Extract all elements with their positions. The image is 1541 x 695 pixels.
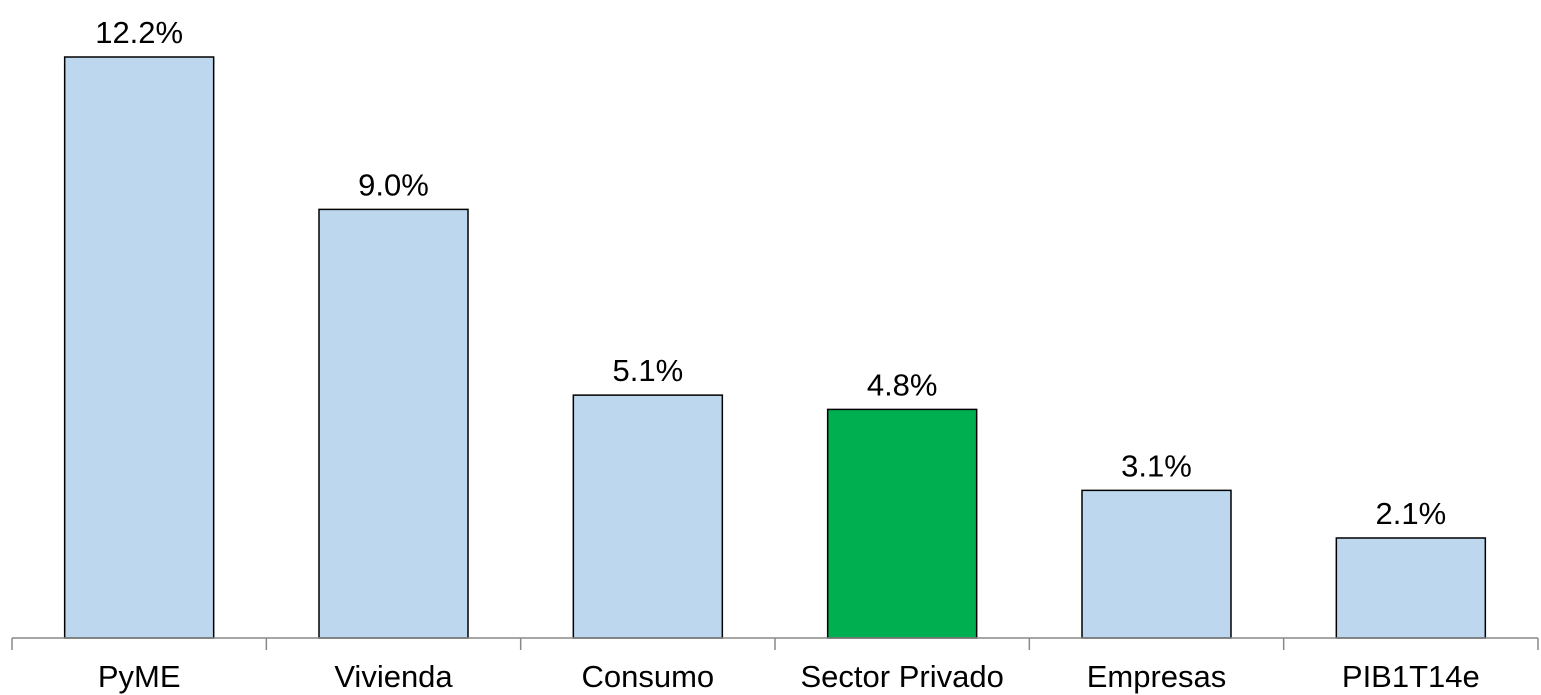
value-label: 12.2% [95, 15, 183, 50]
x-tick-label: Vivienda [334, 659, 453, 694]
bar [826, 408, 978, 639]
bar [1081, 489, 1232, 639]
x-tick-label: Consumo [581, 659, 714, 694]
x-tick-label: Empresas [1087, 659, 1227, 694]
value-label: 9.0% [358, 167, 429, 202]
value-label: 4.8% [867, 367, 938, 402]
value-label: 5.1% [612, 353, 683, 388]
bar [572, 394, 724, 639]
bar [1335, 537, 1487, 639]
value-label: 2.1% [1375, 496, 1446, 531]
x-tick-label: PyME [98, 659, 181, 694]
bar [63, 56, 215, 639]
value-label: 3.1% [1121, 448, 1192, 483]
bar [318, 208, 469, 639]
x-tick-label: Sector Privado [801, 659, 1004, 694]
x-tick-label: PIB1T14e [1342, 659, 1480, 694]
